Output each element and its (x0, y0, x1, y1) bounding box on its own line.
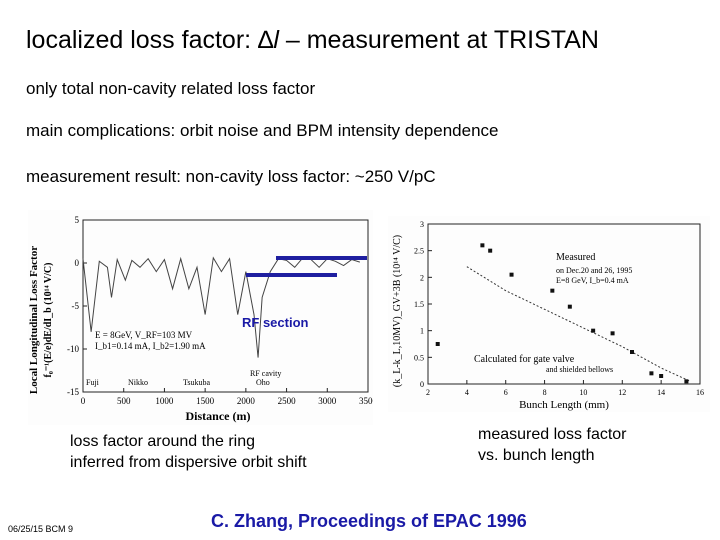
right-xtick-label: 10 (579, 388, 587, 397)
bullet-2: main complications: orbit noise and BPM … (26, 121, 499, 140)
right-xtick-label: 6 (504, 388, 508, 397)
loss-factor-ring-plot: Local Longitudinal Loss Factor f₀⁻¹(E/e)… (28, 210, 373, 425)
place-fuji: Fuji (86, 378, 100, 387)
rf-band-upper (276, 256, 367, 260)
right-ylabel: (k_L-k_L,10MV)_GV+3B (10¹⁴ V/C) (392, 235, 403, 387)
slide-title: localized loss factor: ∆l – measurement … (26, 26, 599, 54)
left-ytick-label: -5 (72, 301, 80, 311)
left-caption: loss factor around the ring inferred fro… (70, 433, 307, 471)
measured-point (480, 243, 485, 248)
measured-conditions: E=8 GeV, I_b=0.4 mA (556, 276, 629, 285)
rf-section-label: RF section (242, 315, 309, 330)
reference-citation: C. Zhang, Proceedings of EPAC 1996 (211, 511, 527, 531)
right-caption: measured loss factor vs. bunch length (478, 426, 627, 464)
left-xtick-label: 2000 (237, 396, 256, 406)
left-xtick-label: 1500 (196, 396, 215, 406)
measured-point (591, 328, 596, 333)
right-xtick-label: 2 (426, 388, 430, 397)
right-xlabel: Bunch Length (mm) (519, 399, 609, 411)
right-ytick-label: 1.5 (414, 300, 424, 309)
place-oho: Oho (256, 378, 270, 387)
left-xlabel: Distance (m) (186, 409, 251, 423)
right-xtick-label: 14 (657, 388, 665, 397)
measured-point (567, 304, 572, 309)
measured-point (630, 350, 634, 354)
left-xtick-label: 2500 (278, 396, 297, 406)
left-xtick-label: 3500 (359, 396, 373, 406)
rf-band-lower (246, 273, 337, 277)
calculated-detail: and shielded bellows (546, 365, 613, 374)
right-ytick-label: 0.5 (414, 353, 424, 362)
left-ylabel2: f₀⁻¹(E/e)dE/dI_b (10¹⁴ V/C) (43, 263, 54, 378)
left-annot-1: E = 8GeV, V_RF=103 MV (95, 330, 193, 340)
right-ytick-label: 2.5 (414, 247, 424, 256)
right-ytick-label: 1 (420, 327, 424, 336)
left-ytick-label: 5 (75, 215, 80, 225)
measured-point (550, 288, 555, 293)
measured-label: Measured (556, 252, 595, 263)
place-rf-cavity: RF cavity (250, 369, 281, 378)
bullet-1: only total non-cavity related loss facto… (26, 79, 316, 98)
right-ytick-label: 2 (420, 273, 424, 282)
left-xtick-label: 1000 (155, 396, 174, 406)
left-ytick-label: -15 (67, 387, 79, 397)
right-xtick-label: 8 (543, 388, 547, 397)
right-xtick-label: 4 (465, 388, 469, 397)
measured-point (659, 374, 664, 378)
left-xtick-label: 500 (117, 396, 131, 406)
bunch-length-plot: (k_L-k_L,10MV)_GV+3B (10¹⁴ V/C) 3 2.5 2 1.5… (388, 216, 710, 412)
left-ylabel: Local Longitudinal Loss Factor (28, 246, 40, 394)
right-xtick-label: 12 (618, 388, 626, 397)
left-annot-2: I_b1=0.14 mA, I_b2=1.90 mA (95, 341, 206, 351)
calculated-curve (466, 266, 691, 382)
measured-point (649, 371, 654, 376)
calculated-label: Calculated for gate valve (474, 354, 575, 365)
measured-date: on Dec.20 and 26, 1995 (556, 266, 632, 275)
right-ytick-label: 0 (420, 380, 424, 389)
left-ytick-label: -10 (67, 344, 79, 354)
place-nikko: Nikko (128, 378, 148, 387)
measured-point (488, 248, 493, 253)
measured-point (509, 272, 514, 277)
left-ytick-label: 0 (75, 258, 80, 268)
footer-date: 06/25/15 BCM 9 (8, 524, 74, 534)
right-xtick-label: 16 (696, 388, 704, 397)
measured-point (435, 342, 440, 346)
right-ytick-label: 3 (420, 220, 424, 229)
left-xtick-label: 3000 (318, 396, 337, 406)
left-xtick-label: 0 (81, 396, 86, 406)
measured-point (684, 379, 689, 384)
bullet-3: measurement result: non-cavity loss fact… (26, 167, 436, 186)
place-tsukuba: Tsukuba (183, 378, 210, 387)
measured-point (610, 331, 615, 336)
